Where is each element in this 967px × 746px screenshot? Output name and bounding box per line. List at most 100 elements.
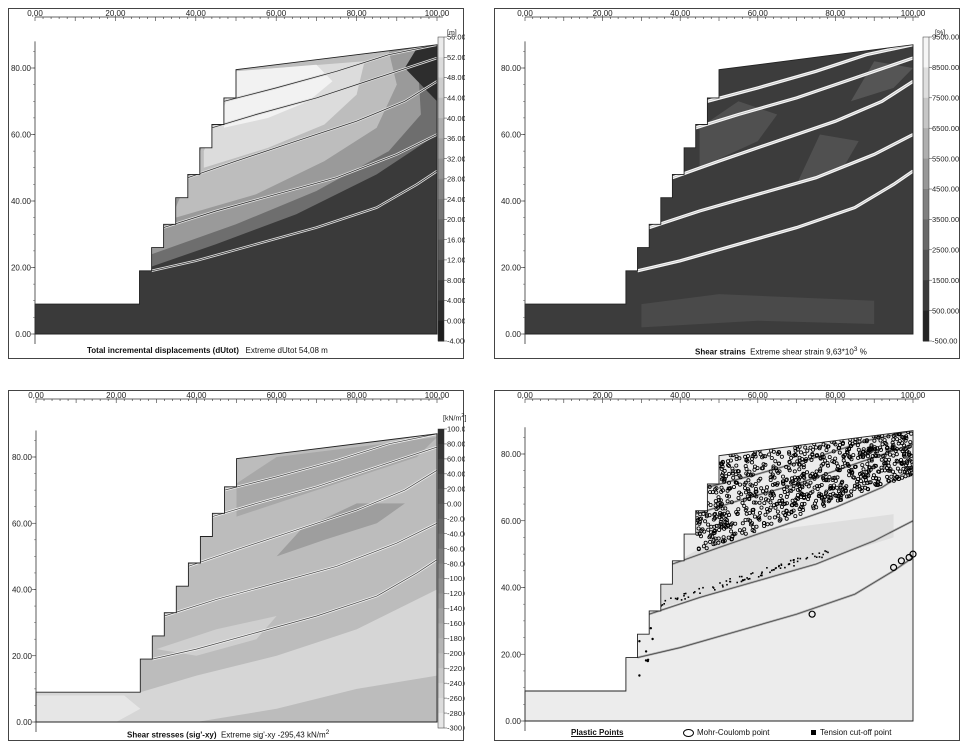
tension-cutoff-point: [699, 592, 701, 594]
x-tick-label: 80,00: [347, 9, 368, 18]
mohr-coulomb-point: [895, 459, 900, 464]
x-tick-label: 40,00: [670, 391, 691, 400]
shear-band: [188, 470, 437, 567]
mohr-coulomb-point: [649, 627, 652, 630]
mohr-coulomb-point: [815, 484, 820, 489]
mohr-coulomb-point: [630, 646, 633, 649]
mohr-coulomb-point: [731, 475, 736, 480]
legend-label: -4.000: [447, 337, 465, 346]
mohr-coulomb-point: [709, 524, 714, 529]
mohr-coulomb-point: [695, 493, 700, 498]
legend-label: 8500.00: [932, 63, 959, 72]
mohr-coulomb-point: [638, 579, 641, 583]
mohr-coulomb-point: [777, 499, 782, 504]
mohr-coulomb-point: [856, 455, 861, 460]
mohr-coulomb-point: [716, 495, 721, 500]
legend-swatch: [438, 503, 444, 520]
mohr-coulomb-point: [810, 447, 815, 452]
mohr-coulomb-point: [797, 487, 802, 492]
legend-label: -200.00: [447, 649, 465, 658]
mohr-coulomb-point: [823, 478, 828, 483]
mohr-coulomb-point: [884, 466, 889, 471]
mohr-coulomb-point: [694, 496, 699, 501]
tension-cutoff-point: [725, 580, 728, 582]
tension-cutoff-point: [698, 587, 700, 590]
mohr-coulomb-point: [861, 467, 866, 472]
tension-cutoff-point: [658, 599, 660, 602]
tension-cutoff-point: [702, 586, 704, 589]
mohr-coulomb-point: [784, 508, 789, 513]
slope-outline: [35, 433, 438, 723]
mohr-coulomb-point: [873, 449, 878, 454]
mohr-coulomb-point: [818, 455, 823, 460]
mohr-coulomb-point: [719, 477, 724, 482]
mohr-coulomb-point: [792, 501, 797, 506]
legend-label: 0.00: [447, 499, 462, 508]
mohr-coulomb-point: [644, 650, 648, 653]
mohr-coulomb-point: [908, 440, 913, 445]
legend-label: -260.00: [447, 694, 465, 703]
shear-band: [649, 520, 913, 615]
mohr-coulomb-point: [711, 471, 716, 476]
shear-band: [187, 81, 437, 179]
mohr-coulomb-point: [828, 492, 833, 497]
legend-label: 12.000: [447, 256, 465, 265]
mohr-coulomb-point: [718, 504, 723, 509]
legend-label: 100.00: [447, 425, 465, 434]
mohr-coulomb-point: [769, 456, 774, 461]
legend-label: -220.00: [447, 664, 465, 673]
mohr-coulomb-point: [644, 659, 648, 662]
mohr-coulomb-point: [875, 449, 880, 454]
contour-zone: [796, 134, 859, 185]
mohr-coulomb-point: [880, 442, 885, 447]
mohr-coulomb-point: [886, 478, 891, 483]
legend-swatch: [438, 443, 444, 460]
tension-cutoff-point: [771, 569, 773, 572]
mohr-coulomb-point: [704, 546, 709, 551]
mohr-coulomb-point: [706, 522, 711, 527]
legend-label: 6500.00: [932, 124, 959, 133]
mohr-coulomb-point: [742, 504, 747, 509]
mohr-coulomb-point: [704, 514, 709, 519]
mohr-coulomb-point: [879, 457, 884, 462]
legend-swatch: [438, 668, 444, 684]
mohr-coulomb-point: [837, 450, 842, 455]
tension-cutoff-point: [661, 604, 664, 606]
mohr-coulomb-point: [770, 472, 775, 477]
tension-cutoff-point: [664, 599, 667, 602]
mohr-coulomb-point: [868, 467, 873, 472]
mohr-coulomb-point: [646, 659, 649, 663]
legend-label: -20.00: [447, 514, 465, 523]
contour-zone: [649, 514, 894, 611]
mohr-coulomb-point: [725, 520, 730, 525]
mohr-coulomb-point: [628, 624, 632, 628]
mohr-coulomb-point: [797, 462, 802, 467]
mohr-coulomb-point: [756, 516, 761, 521]
mohr-coulomb-point: [780, 479, 785, 484]
mohr-coulomb-point: [720, 488, 725, 493]
mohr-coulomb-point: [783, 513, 788, 518]
mohr-coulomb-point: [797, 507, 802, 512]
mohr-coulomb-point: [847, 454, 852, 459]
tension-cutoff-point: [797, 557, 799, 560]
mohr-coulomb-point: [776, 461, 781, 466]
tension-cutoff-point: [674, 597, 677, 600]
legend-swatch: [923, 280, 929, 312]
mohr-coulomb-point: [797, 458, 802, 463]
contour-group: [625, 430, 913, 677]
legend-swatch: [438, 429, 444, 445]
mohr-coulomb-point: [817, 484, 822, 489]
tension-cutoff-point: [775, 567, 777, 569]
mohr-coulomb-point: [720, 473, 725, 478]
mohr-coulomb-point: [745, 494, 750, 499]
mohr-coulomb-point: [713, 536, 718, 541]
mohr-coulomb-point: [810, 452, 815, 457]
mohr-coulomb-point: [809, 457, 814, 462]
shear-band: [211, 57, 437, 129]
legend-label: 5500.00: [932, 154, 959, 163]
mohr-coulomb-point: [895, 437, 900, 442]
mohr-coulomb-point: [752, 464, 757, 469]
mohr-coulomb-point: [710, 465, 715, 470]
mohr-coulomb-point: [633, 628, 636, 631]
mohr-coulomb-point: [779, 505, 784, 510]
